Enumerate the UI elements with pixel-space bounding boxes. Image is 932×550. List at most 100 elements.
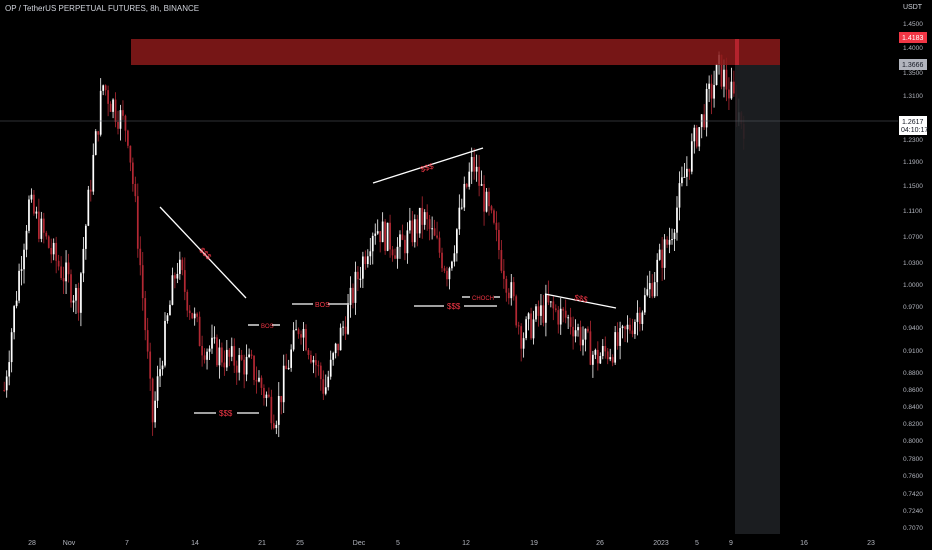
candle-body <box>332 353 335 360</box>
candle-body <box>287 367 290 370</box>
candle-body <box>606 351 609 360</box>
candle-body <box>715 64 718 86</box>
supply-zone <box>131 39 780 65</box>
candle-body <box>438 237 441 253</box>
time-tick-label: 28 <box>28 540 36 547</box>
candle-body <box>478 166 480 186</box>
price-tick-label: 1.1500 <box>903 183 923 190</box>
candle-body <box>639 312 641 324</box>
price-tick-label: 0.7600 <box>903 473 923 480</box>
candle-body <box>18 270 20 301</box>
candle-body <box>468 171 471 187</box>
candle-body <box>104 85 107 91</box>
candle-body <box>451 261 453 269</box>
time-tick-label: 14 <box>191 540 199 547</box>
candle-body <box>28 199 30 231</box>
candle-body <box>465 183 468 187</box>
candle-body <box>525 319 527 339</box>
candle-body <box>60 266 62 279</box>
candle-body <box>92 154 95 192</box>
candle-body <box>559 308 562 325</box>
candle-body <box>567 317 570 319</box>
candle-body <box>399 234 401 247</box>
candle-body <box>530 313 532 339</box>
candle-body <box>470 156 473 172</box>
candle-body <box>15 300 18 307</box>
candle-body <box>191 313 194 319</box>
candle-body <box>82 248 85 274</box>
candle-body <box>292 330 295 350</box>
candle-body <box>97 131 100 135</box>
candle-body <box>631 330 634 335</box>
price-tick-label: 1.4500 <box>903 21 923 28</box>
candle-body <box>554 308 557 311</box>
candle-body <box>418 207 421 234</box>
candle-body <box>584 328 587 340</box>
candle-body <box>99 90 102 135</box>
candle-body <box>362 256 364 279</box>
candle-body <box>673 232 676 240</box>
candle-body <box>186 291 189 311</box>
candle-body <box>634 321 636 335</box>
candle-body <box>366 256 369 265</box>
time-axis[interactable]: 28 Nov 7 14 21 25 Dec 5 12 19 26 2023 5 9 16 23 <box>28 540 875 547</box>
price-tick-label: 0.8000 <box>903 438 923 445</box>
candle-body <box>616 332 619 346</box>
candle-body <box>317 365 320 367</box>
price-tick-label: 0.7070 <box>903 525 923 532</box>
candle-body <box>614 332 617 363</box>
candle-body <box>705 88 708 128</box>
candle-body <box>542 305 545 323</box>
candle-body <box>337 343 340 351</box>
candle-body <box>515 296 518 326</box>
candle-body <box>535 306 537 320</box>
candle-body <box>176 273 179 279</box>
candle-body <box>663 239 666 268</box>
candle-body <box>124 115 127 131</box>
candle-body <box>258 377 260 382</box>
candle-body <box>589 331 592 365</box>
candle-body <box>404 239 406 254</box>
candle-body <box>686 168 688 177</box>
candle-body <box>334 343 337 354</box>
candle-body <box>30 194 33 200</box>
candle-body <box>473 156 476 172</box>
candle-body <box>139 248 142 266</box>
candle-body <box>490 206 493 211</box>
candle-body <box>127 130 129 146</box>
candle-body <box>233 346 236 366</box>
candle-body <box>40 218 43 239</box>
candle-body <box>5 376 8 391</box>
candle-body <box>302 328 305 338</box>
candle-body <box>671 239 673 241</box>
candle-body <box>557 310 560 325</box>
candle-body <box>564 310 567 318</box>
candle-body <box>72 300 75 303</box>
candle-body <box>421 207 424 225</box>
candle-body <box>166 315 169 321</box>
candle-body <box>517 325 520 327</box>
price-tick-label: 1.0000 <box>903 282 923 289</box>
candle-body <box>562 308 565 311</box>
candle-body <box>272 423 275 429</box>
candle-body <box>463 183 466 208</box>
candle-body <box>493 210 495 223</box>
candle-body <box>218 347 221 366</box>
time-tick-label: 23 <box>867 540 875 547</box>
chart-title: OP / TetherUS PERPETUAL FUTURES, 8h, BIN… <box>5 4 200 13</box>
candle-body <box>609 357 612 360</box>
candle-body <box>250 354 253 356</box>
price-axis[interactable]: 1.45001.40001.35001.31001.27001.23001.19… <box>903 21 923 532</box>
candle-body <box>319 365 322 380</box>
candle-body <box>577 327 579 331</box>
candle-body <box>369 251 372 257</box>
candle-series <box>3 51 745 438</box>
candle-body <box>641 312 644 324</box>
time-tick-label: 9 <box>729 540 733 547</box>
last-price: 1.2617 <box>902 119 924 126</box>
candle-body <box>431 228 433 230</box>
candle-body <box>352 287 354 303</box>
projection-box <box>735 65 780 534</box>
candle-body <box>406 230 409 254</box>
